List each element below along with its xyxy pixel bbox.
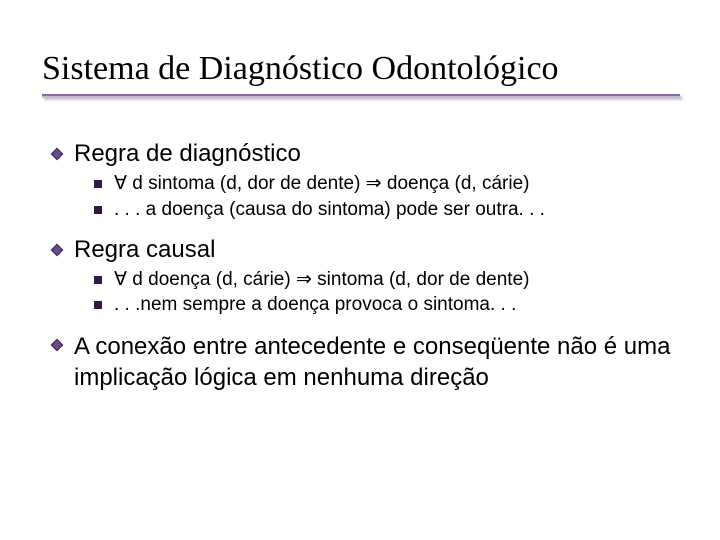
slide-title: Sistema de Diagnóstico Odontológico	[42, 50, 680, 88]
diamond-bullet-icon	[50, 243, 64, 257]
bullet-l2-text: . . . a doença (causa do sintoma) pode s…	[114, 198, 545, 222]
diamond-bullet-icon	[50, 147, 64, 161]
square-bullet-icon	[94, 301, 102, 309]
bullet-l2-text: . . .nem sempre a doença provoca o sinto…	[114, 293, 516, 317]
bullet-l2: . . .nem sempre a doença provoca o sinto…	[94, 293, 680, 317]
bullet-l1: A conexão entre antecedente e conseqüent…	[50, 331, 680, 393]
square-bullet-icon	[94, 206, 102, 214]
slide: Sistema de Diagnóstico Odontológico Regr…	[0, 0, 720, 540]
slide-content: Regra de diagnóstico ∀ d sintoma (d, dor…	[0, 116, 720, 393]
bullet-l2-group: ∀ d sintoma (d, dor de dente) ⇒ doença (…	[50, 172, 680, 222]
bullet-l2-text: ∀ d sintoma (d, dor de dente) ⇒ doença (…	[114, 172, 529, 196]
bullet-l1: Regra de diagnóstico	[50, 140, 680, 168]
bullet-l2: ∀ d sintoma (d, dor de dente) ⇒ doença (…	[94, 172, 680, 196]
bullet-l1-text: A conexão entre antecedente e conseqüent…	[74, 331, 680, 393]
diamond-bullet-icon	[50, 338, 64, 352]
bullet-l1-text: Regra causal	[74, 236, 215, 264]
square-bullet-icon	[94, 276, 102, 284]
bullet-l2: . . . a doença (causa do sintoma) pode s…	[94, 198, 680, 222]
square-bullet-icon	[94, 180, 102, 188]
bullet-l1: Regra causal	[50, 236, 680, 264]
bullet-l2-text: ∀ d doença (d, cárie) ⇒ sintoma (d, dor …	[114, 268, 529, 292]
title-area: Sistema de Diagnóstico Odontológico	[0, 0, 720, 116]
title-underline	[42, 94, 680, 98]
bullet-l1-text: Regra de diagnóstico	[74, 140, 301, 168]
bullet-l2-group: ∀ d doença (d, cárie) ⇒ sintoma (d, dor …	[50, 268, 680, 318]
bullet-l2: ∀ d doença (d, cárie) ⇒ sintoma (d, dor …	[94, 268, 680, 292]
